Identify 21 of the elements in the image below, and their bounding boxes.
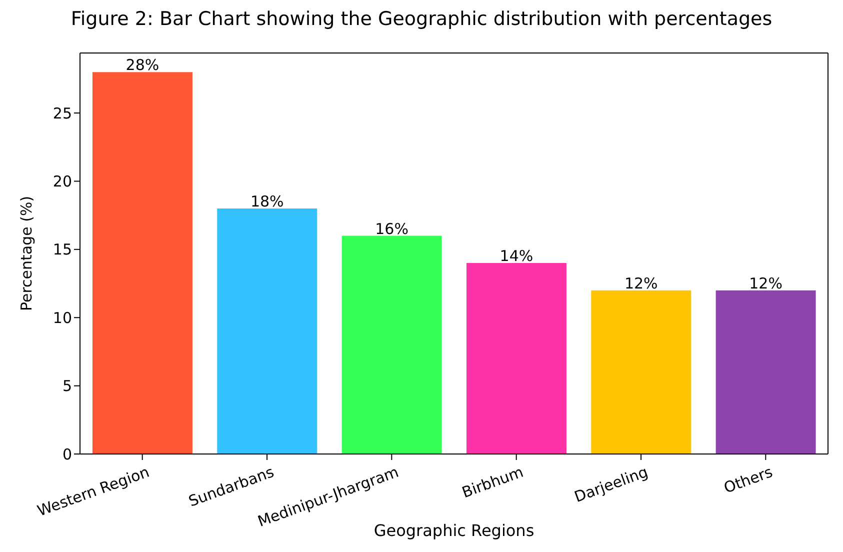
y-tick-label: 20 — [52, 172, 72, 191]
bar — [716, 290, 816, 454]
y-tick-label: 10 — [52, 308, 72, 327]
chart-title: Figure 2: Bar Chart showing the Geographic distribution with percentages — [70, 8, 774, 32]
data-label: 12% — [624, 274, 658, 292]
data-label: 12% — [749, 274, 782, 292]
bar — [92, 72, 192, 454]
x-tick-label: Others — [722, 462, 776, 497]
y-tick-label: 25 — [52, 104, 72, 122]
bar — [466, 263, 566, 454]
data-label: 18% — [250, 192, 284, 210]
y-tick-label: 15 — [52, 240, 72, 259]
bar — [342, 236, 442, 454]
data-label: 14% — [500, 247, 534, 266]
y-tick-label: 5 — [62, 377, 72, 396]
bar — [217, 208, 318, 454]
data-label: 16% — [375, 220, 408, 238]
y-tick-label: 0 — [62, 445, 72, 464]
data-label: 28% — [126, 56, 160, 74]
y-axis-title: Percentage (%) — [17, 196, 36, 312]
bar — [591, 290, 692, 454]
